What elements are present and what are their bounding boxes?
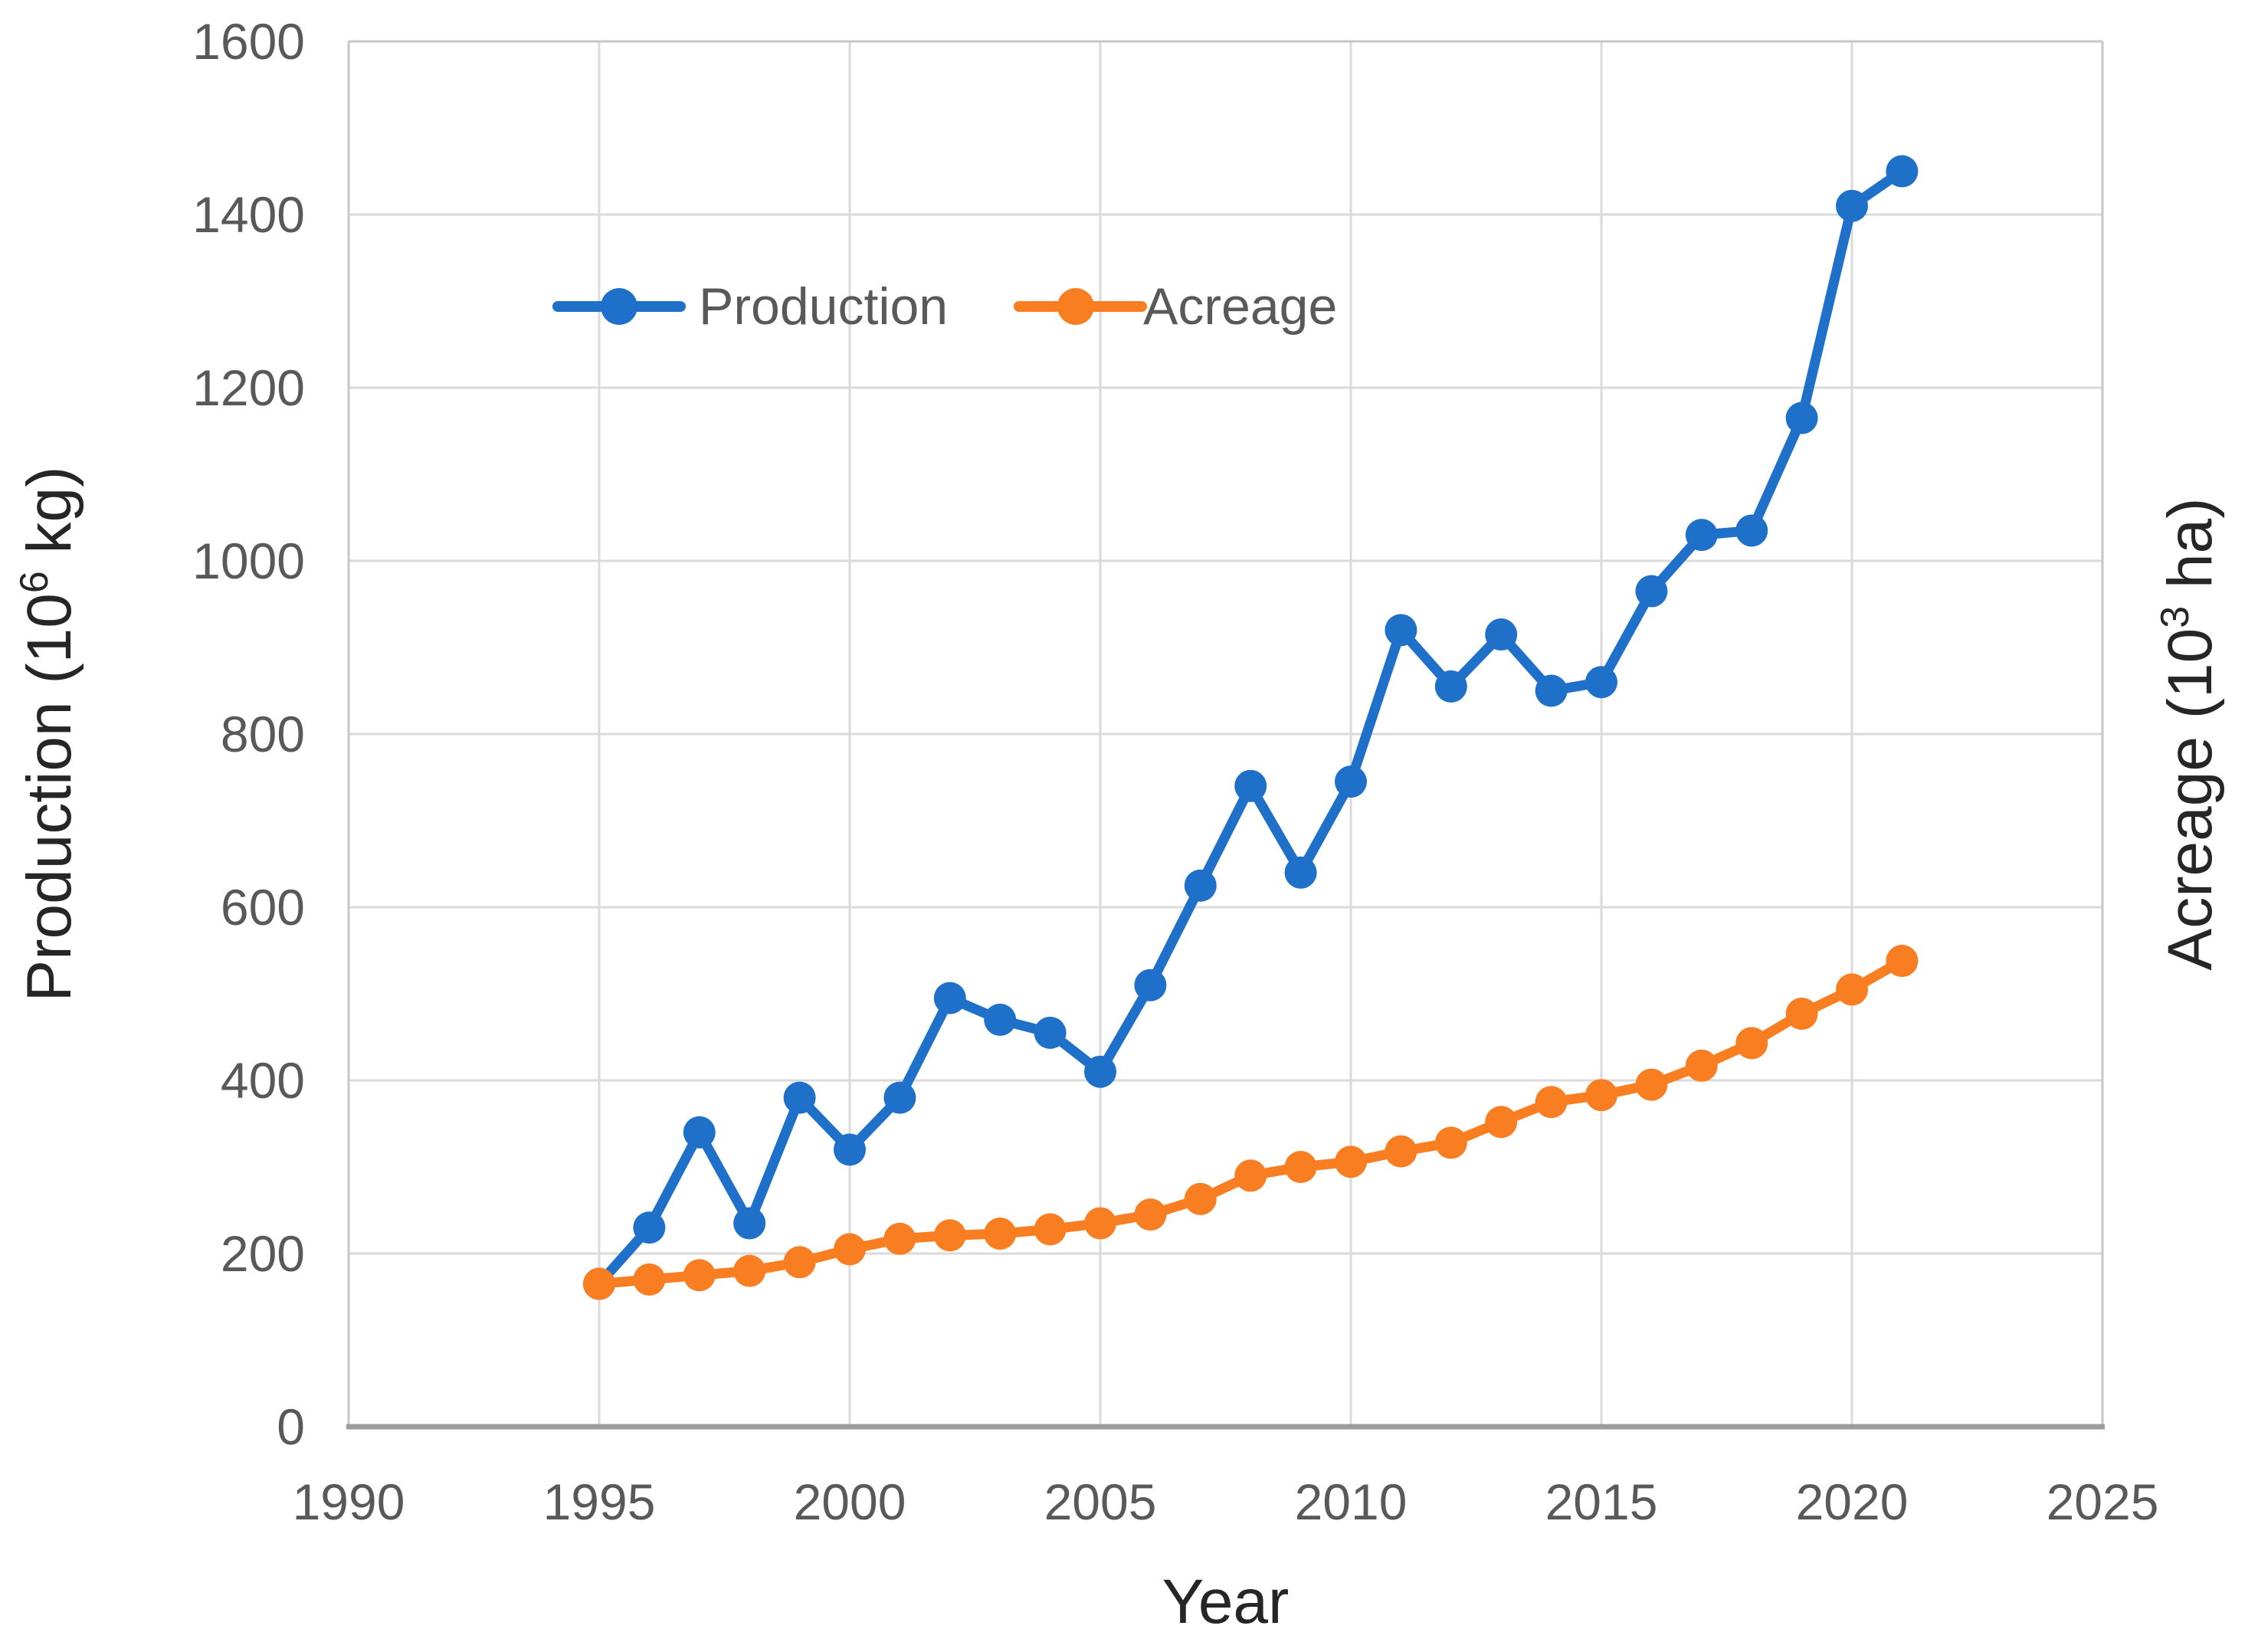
production-data-point — [984, 1003, 1017, 1036]
production-data-point — [1434, 670, 1467, 703]
acreage-data-point — [933, 1219, 966, 1252]
y-tick-label: 600 — [221, 879, 305, 936]
y-tick-label: 1600 — [192, 13, 305, 70]
x-tick-label: 2005 — [1044, 1473, 1157, 1530]
production-data-point — [1485, 618, 1518, 651]
y-axis-tick-labels: 0 200 400 600 800 1000 1200 1400 1600 — [192, 13, 305, 1455]
production-data-point — [1585, 666, 1617, 699]
axis-title-text: kg) — [15, 467, 84, 572]
production-data-point — [1535, 674, 1568, 707]
production-data-point — [1134, 969, 1167, 1001]
x-tick-label: 2000 — [794, 1473, 906, 1530]
production-data-point — [633, 1211, 666, 1244]
production-data-point — [1886, 155, 1919, 188]
acreage-data-point — [1385, 1135, 1417, 1168]
production-data-point — [1385, 614, 1417, 647]
axis-title-superscript: 6 — [12, 571, 57, 593]
production-data-point — [1034, 1016, 1067, 1049]
acreage-data-point — [1836, 973, 1868, 1006]
acreage-data-point — [1886, 945, 1919, 978]
production-data-point — [733, 1207, 766, 1240]
right-y-axis-title: Acreage (103 ha) — [2153, 498, 2225, 971]
acreage-data-point — [1585, 1079, 1617, 1112]
production-data-point — [1635, 575, 1668, 608]
legend-item-production: Production — [552, 277, 948, 336]
x-tick-label: 2025 — [2047, 1473, 2159, 1530]
x-axis-title: Year — [1162, 1567, 1290, 1637]
acreage-data-point — [1284, 1151, 1317, 1183]
plot-borders — [346, 40, 2105, 1430]
acreage-data-point — [1535, 1086, 1568, 1119]
x-axis-tick-labels: 1990 1995 2000 2005 2010 2015 2020 2025 — [293, 1473, 2159, 1530]
acreage-data-point — [984, 1218, 1017, 1250]
acreage-data-point — [1685, 1049, 1718, 1082]
x-tick-label: 1995 — [543, 1473, 656, 1530]
y-tick-label: 1000 — [192, 533, 305, 589]
acreage-data-point — [1635, 1068, 1668, 1101]
acreage-data-point — [1335, 1146, 1367, 1178]
acreage-data-point — [1785, 997, 1818, 1030]
legend: Production Acreage — [552, 277, 1337, 336]
production-data-point — [1335, 765, 1367, 798]
legend-item-acreage: Acreage — [1014, 277, 1337, 336]
production-data-point — [1685, 519, 1718, 552]
y-tick-label: 0 — [277, 1398, 305, 1455]
production-data-point — [1234, 769, 1267, 802]
acreage-data-point — [1084, 1207, 1116, 1240]
acreage-data-point — [1234, 1159, 1267, 1192]
legend-marker-icon — [1057, 288, 1094, 325]
y-tick-label: 1400 — [192, 186, 305, 243]
production-data-point — [1184, 869, 1217, 902]
x-tick-label: 2010 — [1295, 1473, 1408, 1530]
production-data-point — [883, 1081, 916, 1114]
acreage-data-point — [1134, 1198, 1167, 1231]
axis-title-text: Production (10 — [15, 593, 84, 1001]
production-series — [583, 155, 1919, 1300]
acreage-data-point — [1184, 1182, 1217, 1215]
production-data-point — [1084, 1055, 1116, 1088]
x-tick-label: 2015 — [1545, 1473, 1658, 1530]
production-data-point — [1785, 402, 1818, 434]
y-tick-label: 200 — [221, 1225, 305, 1282]
production-data-point — [933, 982, 966, 1014]
acreage-data-point — [783, 1246, 816, 1279]
acreage-data-point — [733, 1254, 766, 1287]
production-data-point — [783, 1081, 816, 1114]
y-tick-label: 800 — [221, 706, 305, 762]
axis-title-text: Acreage (10 — [2155, 628, 2225, 971]
legend-label: Acreage — [1143, 277, 1337, 336]
acreage-data-point — [1735, 1027, 1768, 1060]
legend-marker-icon — [601, 288, 637, 325]
axis-title-superscript: 3 — [2153, 606, 2197, 628]
acreage-data-point — [633, 1263, 666, 1296]
production-data-point — [683, 1116, 716, 1149]
acreage-data-point — [1485, 1106, 1518, 1139]
y-tick-label: 1200 — [192, 359, 305, 416]
production-data-point — [1284, 856, 1317, 889]
axis-title-text: ha) — [2155, 498, 2225, 606]
acreage-data-point — [1034, 1213, 1067, 1246]
left-y-axis-title: Production (106 kg) — [12, 467, 84, 1002]
production-data-point — [834, 1133, 866, 1166]
y-tick-label: 400 — [221, 1052, 305, 1109]
acreage-data-point — [583, 1267, 615, 1300]
acreage-data-point — [683, 1259, 716, 1292]
acreage-data-point — [1434, 1126, 1467, 1159]
acreage-data-point — [883, 1222, 916, 1255]
legend-label: Production — [699, 277, 948, 336]
production-data-point — [1836, 189, 1868, 222]
x-tick-label: 2020 — [1796, 1473, 1909, 1530]
acreage-series — [583, 945, 1919, 1300]
x-tick-label: 1990 — [293, 1473, 405, 1530]
acreage-data-point — [834, 1233, 866, 1266]
production-data-point — [1735, 514, 1768, 547]
